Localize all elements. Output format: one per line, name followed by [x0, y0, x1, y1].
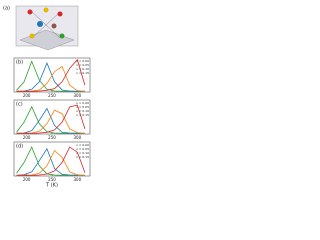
x-tick-label: 300	[74, 93, 82, 98]
bond	[31, 11, 61, 39]
atom	[43, 7, 49, 13]
data-line	[16, 146, 86, 176]
legend-entry: x = 0.10	[76, 67, 89, 71]
legend-entry: x = 0.15	[76, 71, 89, 75]
x-tick-label: 300	[74, 135, 82, 140]
legend-entry: x = 0.10	[76, 151, 89, 155]
legend-entry: x = 0.05	[76, 147, 89, 151]
x-tick-label: 250	[48, 135, 56, 140]
data-line	[16, 58, 86, 92]
bond	[29, 9, 61, 39]
legend-entry: x = 0.00	[76, 101, 89, 105]
legend-entry: x = 0.15	[76, 113, 89, 117]
data-line	[16, 107, 85, 134]
data-line	[16, 147, 85, 176]
x-tick-label: 250	[48, 177, 56, 182]
legend-entry: x = 0.15	[76, 155, 89, 159]
data-line	[16, 146, 85, 176]
legend-entry: x = 0.05	[76, 63, 89, 67]
data-line	[16, 60, 85, 92]
atom	[37, 21, 43, 27]
atom	[59, 33, 65, 39]
x-tick-label: 200	[23, 177, 31, 182]
legend-entry: x = 0.00	[76, 59, 89, 63]
data-line	[16, 105, 85, 134]
panel-label: (b)	[16, 60, 23, 66]
data-line	[16, 65, 85, 92]
panel-label: (c)	[16, 102, 23, 108]
x-tick-label: 250	[48, 93, 56, 98]
crystal-diagram: (a)	[3, 6, 79, 51]
legend-entry: x = 0.00	[76, 143, 89, 147]
x-axis-label: T (K)	[45, 183, 58, 189]
data-line	[16, 62, 85, 92]
x-tick-label: 200	[23, 135, 31, 140]
data-line	[16, 149, 85, 176]
atom	[27, 9, 33, 15]
atom	[57, 11, 63, 17]
x-tick-label: 300	[74, 177, 82, 182]
data-line	[16, 104, 86, 134]
atom	[29, 33, 35, 39]
legend-entry: x = 0.05	[76, 105, 89, 109]
panel-label: (a)	[3, 6, 10, 12]
panel-label: (d)	[16, 144, 23, 150]
data-line	[16, 109, 85, 134]
x-tick-label: 200	[23, 93, 31, 98]
legend-entry: x = 0.10	[76, 109, 89, 113]
atom	[51, 23, 57, 29]
